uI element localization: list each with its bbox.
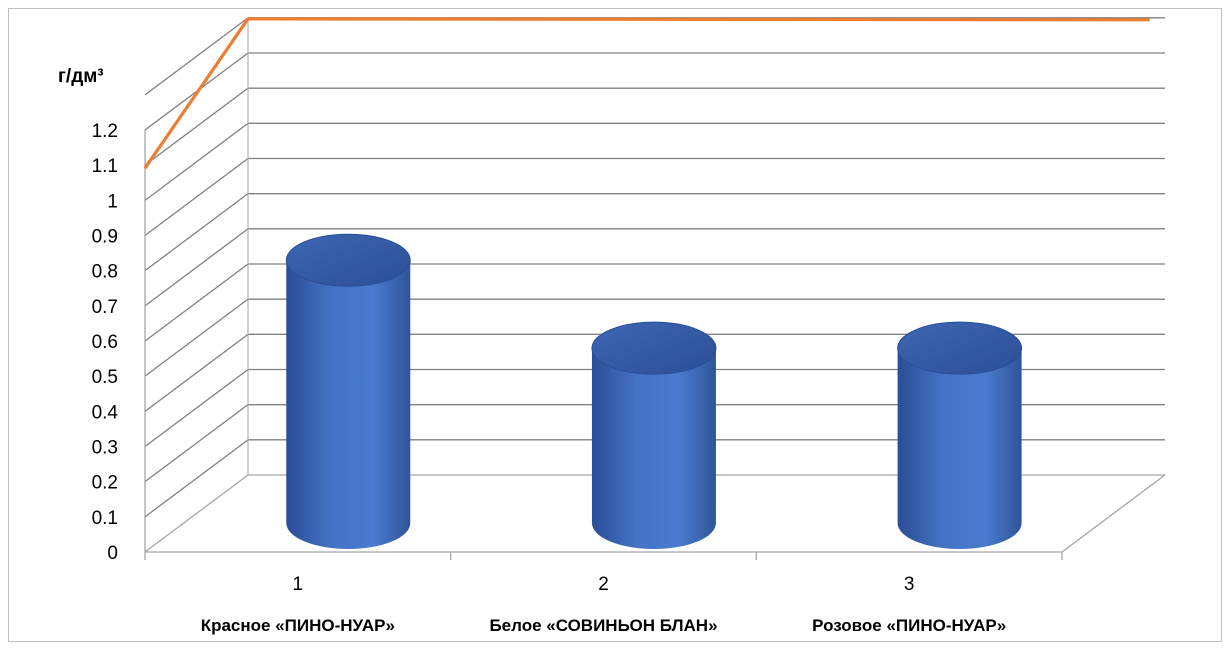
bar-cylinder bbox=[897, 321, 1023, 550]
y-tick-label: 0 bbox=[107, 543, 118, 564]
y-tick-label: 1 bbox=[107, 191, 118, 212]
series-line bbox=[143, 17, 1150, 170]
floor-edge bbox=[1061, 474, 1166, 553]
x-category-name: Розовое «ПИНО-НУАР» bbox=[812, 616, 1006, 635]
y-tick-label: 0.2 bbox=[92, 473, 118, 494]
bars-layer bbox=[285, 233, 1023, 550]
gridline-side bbox=[144, 404, 249, 483]
y-tick-label: 0.9 bbox=[92, 227, 118, 248]
x-category-name: Красное «ПИНО-НУАР» bbox=[201, 616, 395, 635]
bar-cylinder-body bbox=[897, 348, 1022, 550]
y-tick-label: 1.2 bbox=[92, 121, 118, 142]
y-tick-label: 0.8 bbox=[92, 262, 118, 283]
bar-cylinder-top bbox=[285, 233, 411, 287]
x-category-number: 1 bbox=[293, 574, 304, 595]
x-category-name: Белое «СОВИНЬОН БЛАН» bbox=[489, 616, 717, 635]
bar-cylinder-body bbox=[591, 348, 716, 550]
gridline-side bbox=[144, 333, 249, 412]
y-tick-label: 0.7 bbox=[92, 297, 118, 318]
gridline-side bbox=[144, 439, 249, 518]
y-tick-label: 1.1 bbox=[92, 156, 118, 177]
gridline-side bbox=[144, 17, 249, 96]
y-tick-label: 0.6 bbox=[92, 332, 118, 353]
gridline-side bbox=[144, 228, 249, 307]
line-layer bbox=[143, 17, 1150, 170]
gridline-side bbox=[144, 193, 249, 272]
labels-layer: 0 0.1 0.2 0.3 0.4 0.5 0.6 0.7 0.8 0.9 1 1.1 1.2 г/дм³… bbox=[58, 66, 1006, 635]
x-category-number: 2 bbox=[598, 574, 609, 595]
gridline-side bbox=[144, 368, 249, 448]
y-axis-unit-label: г/дм³ bbox=[58, 66, 104, 87]
gridline-side bbox=[144, 157, 249, 237]
x-category-number: 3 bbox=[904, 574, 915, 595]
y-tick-label: 0.5 bbox=[92, 367, 118, 388]
gridline-side bbox=[144, 298, 249, 377]
y-tick-label: 0.1 bbox=[92, 508, 118, 529]
gridline-side bbox=[144, 122, 249, 201]
bar-cylinder-top bbox=[897, 321, 1023, 375]
bar-cylinder bbox=[591, 321, 717, 550]
bar-cylinder bbox=[285, 233, 411, 550]
gridline-side bbox=[144, 263, 249, 342]
gridline-side bbox=[144, 474, 249, 553]
y-tick-label: 0.4 bbox=[92, 402, 119, 423]
bar-cylinder-top bbox=[591, 321, 717, 375]
y-tick-label: 0.3 bbox=[92, 438, 118, 459]
gridline-side bbox=[144, 87, 249, 166]
bar-cylinder-body bbox=[286, 260, 411, 550]
